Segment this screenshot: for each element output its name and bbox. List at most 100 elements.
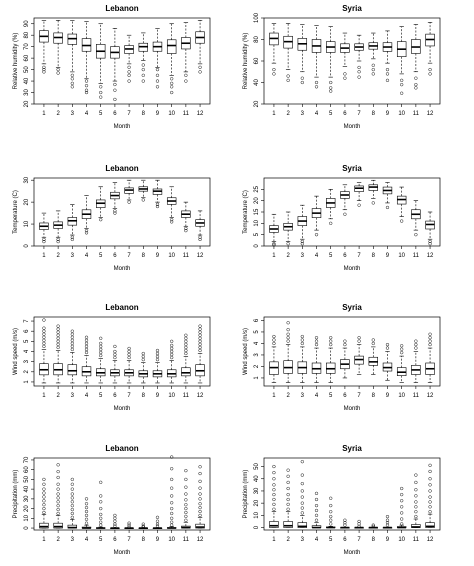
box-month-8 (138, 179, 148, 202)
outlier-point (198, 70, 202, 74)
outlier-point (170, 516, 174, 520)
outlier-point (56, 504, 60, 508)
box-month-1 (269, 464, 279, 528)
box-month-12 (195, 465, 205, 529)
iqr-box (39, 522, 49, 529)
outlier-point (70, 73, 74, 77)
outlier-point (155, 515, 160, 519)
box-month-5 (96, 186, 106, 222)
outlier-point (113, 524, 117, 528)
outlier-point (428, 477, 432, 481)
outlier-point (314, 503, 319, 508)
outlier-point (343, 339, 347, 343)
outlier-point (272, 338, 276, 342)
box-month-9 (152, 348, 163, 384)
outlier-point (286, 78, 290, 82)
box-month-4 (81, 195, 92, 235)
outlier-point (184, 492, 188, 496)
outlier-point (127, 70, 131, 74)
y-tick-label: 6 (24, 329, 30, 333)
outlier-point (99, 506, 103, 511)
x-tick-label: 7 (127, 111, 131, 117)
x-tick-label: 2 (286, 253, 290, 259)
outlier-point (357, 522, 361, 526)
outlier-point (198, 336, 202, 340)
x-tick-label: 11 (183, 253, 190, 259)
x-tick-label: 9 (386, 253, 390, 259)
outlier-point (84, 335, 89, 339)
outlier-point (314, 518, 319, 522)
x-tick-label: 10 (398, 111, 405, 117)
outlier-point (184, 477, 188, 482)
x-tick-label: 10 (398, 393, 405, 399)
panel-title: Syria (342, 303, 362, 312)
outlier-point (300, 80, 304, 85)
outlier-point (400, 492, 404, 497)
outlier-point (184, 79, 188, 83)
x-tick-label: 8 (142, 393, 146, 399)
y-tick-label: 10 (24, 514, 30, 521)
outlier-point (113, 349, 117, 354)
y-tick-label: 25 (254, 185, 260, 192)
outlier-point (184, 342, 188, 347)
outlier-point (286, 474, 290, 478)
outlier-point (42, 326, 46, 330)
outlier-point (300, 482, 304, 486)
y-tick-label: 10 (254, 219, 260, 226)
outlier-point (184, 333, 188, 337)
outlier-point (155, 524, 160, 528)
outlier-point (314, 339, 319, 343)
x-tick-label: 7 (357, 253, 361, 259)
outlier-point (198, 237, 202, 242)
outlier-point (56, 71, 60, 75)
box-month-12 (425, 463, 435, 528)
outlier-point (272, 341, 276, 346)
outlier-point (428, 505, 432, 509)
outlier-point (414, 488, 418, 492)
x-tick-label: 5 (329, 393, 333, 399)
outlier-point (42, 495, 46, 499)
outlier-point (371, 67, 375, 72)
x-tick-label: 6 (113, 537, 117, 543)
box-month-11 (181, 333, 191, 384)
x-tick-label: 12 (197, 111, 204, 117)
box-month-3 (297, 334, 308, 383)
outlier-point (170, 81, 174, 85)
outlier-point (286, 328, 290, 332)
outlier-point (414, 86, 418, 90)
x-tick-label: 3 (71, 253, 75, 259)
outlier-point (329, 514, 333, 519)
outlier-point (170, 511, 174, 516)
box-month-1 (39, 318, 49, 384)
outlier-point (198, 327, 202, 331)
x-tick-label: 10 (168, 537, 175, 543)
outlier-point (414, 342, 418, 347)
outlier-point (84, 505, 89, 510)
x-tick-label: 11 (183, 537, 190, 543)
outlier-point (414, 494, 418, 498)
outlier-point (400, 83, 404, 87)
x-tick-label: 8 (372, 537, 376, 543)
outlier-point (314, 336, 319, 340)
box-month-6 (110, 28, 120, 102)
x-tick-label: 4 (315, 393, 319, 399)
y-tick-label: 5 (254, 232, 260, 236)
outlier-point (371, 63, 375, 67)
outlier-point (155, 67, 160, 72)
box-month-10 (166, 339, 177, 384)
outlier-point (170, 477, 174, 482)
outlier-point (141, 67, 145, 72)
box-month-1 (39, 19, 49, 74)
outlier-point (314, 508, 319, 513)
x-tick-label: 7 (127, 253, 131, 259)
outlier-point (184, 345, 188, 350)
box-month-6 (340, 32, 350, 80)
outlier-point (170, 455, 174, 459)
outlier-point (272, 492, 276, 497)
outlier-point (170, 506, 174, 511)
outlier-point (184, 503, 188, 507)
outlier-point (56, 330, 60, 334)
outlier-point (198, 348, 202, 353)
